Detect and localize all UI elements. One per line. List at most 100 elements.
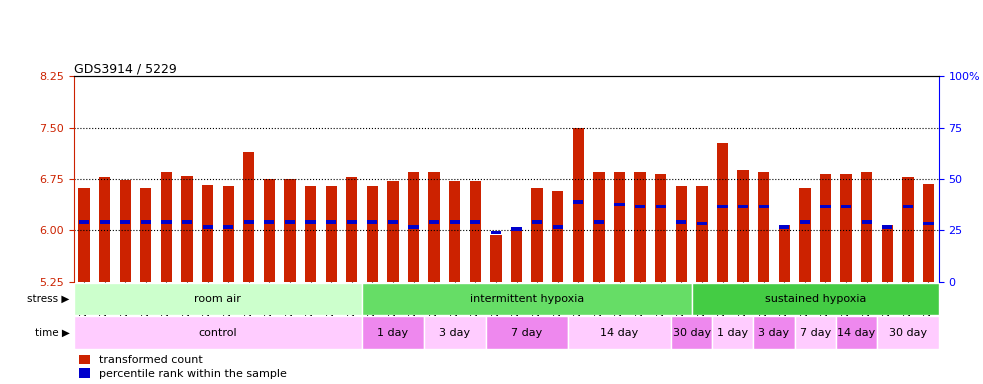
Text: 30 day: 30 day xyxy=(672,328,711,338)
Bar xyxy=(820,174,832,282)
Text: stress ▶: stress ▶ xyxy=(27,294,70,304)
FancyBboxPatch shape xyxy=(74,316,362,349)
Bar xyxy=(141,188,151,282)
Bar xyxy=(573,127,584,282)
Bar xyxy=(511,227,522,282)
Bar xyxy=(737,170,749,282)
Bar xyxy=(532,188,543,282)
Text: 3 day: 3 day xyxy=(439,328,470,338)
Bar xyxy=(388,220,398,224)
FancyBboxPatch shape xyxy=(877,316,939,349)
Bar xyxy=(367,186,378,282)
Bar xyxy=(841,205,851,209)
Bar xyxy=(821,205,831,209)
Bar xyxy=(532,220,543,224)
Bar xyxy=(264,220,274,224)
Bar xyxy=(449,220,460,224)
Bar xyxy=(429,220,439,224)
Bar xyxy=(656,205,665,209)
Bar xyxy=(263,179,275,282)
Text: sustained hypoxia: sustained hypoxia xyxy=(765,294,866,304)
Bar xyxy=(99,177,110,282)
Text: 7 day: 7 day xyxy=(799,328,831,338)
Bar xyxy=(409,225,419,229)
Bar xyxy=(449,181,460,282)
Bar xyxy=(759,205,769,209)
FancyBboxPatch shape xyxy=(692,283,939,316)
Bar xyxy=(511,227,522,231)
Bar xyxy=(861,172,872,282)
Bar xyxy=(470,181,481,282)
Bar xyxy=(429,172,439,282)
Bar xyxy=(491,235,501,282)
FancyBboxPatch shape xyxy=(486,316,568,349)
Bar xyxy=(635,205,645,209)
Bar xyxy=(120,220,131,224)
Bar xyxy=(368,220,377,224)
Bar xyxy=(470,220,481,224)
Bar xyxy=(799,188,811,282)
Bar xyxy=(408,172,419,282)
Bar xyxy=(346,177,358,282)
Bar xyxy=(161,220,171,224)
Bar xyxy=(120,180,131,282)
Bar xyxy=(552,225,563,229)
Text: 7 day: 7 day xyxy=(511,328,543,338)
Bar xyxy=(573,200,584,204)
FancyBboxPatch shape xyxy=(362,316,424,349)
Bar xyxy=(861,220,872,224)
Bar xyxy=(182,220,192,224)
Bar xyxy=(902,205,913,209)
FancyBboxPatch shape xyxy=(568,316,671,349)
Text: 1 day: 1 day xyxy=(718,328,748,338)
Bar xyxy=(347,220,357,224)
Text: room air: room air xyxy=(195,294,242,304)
Bar xyxy=(161,172,172,282)
Bar xyxy=(800,220,810,224)
Bar xyxy=(840,174,851,282)
FancyBboxPatch shape xyxy=(671,316,713,349)
Bar xyxy=(306,220,316,224)
Bar xyxy=(634,172,646,282)
Bar xyxy=(655,174,666,282)
Bar xyxy=(697,222,707,225)
Bar xyxy=(244,220,254,224)
Bar xyxy=(325,186,337,282)
Bar xyxy=(79,188,89,282)
FancyBboxPatch shape xyxy=(794,316,836,349)
FancyBboxPatch shape xyxy=(362,283,692,316)
Bar xyxy=(780,225,789,229)
Text: 3 day: 3 day xyxy=(759,328,789,338)
Text: 30 day: 30 day xyxy=(889,328,927,338)
Bar xyxy=(718,205,727,209)
Bar xyxy=(882,225,893,282)
Bar xyxy=(99,220,110,224)
Bar xyxy=(284,179,296,282)
Bar xyxy=(223,225,233,229)
Bar xyxy=(222,186,234,282)
Legend: transformed count, percentile rank within the sample: transformed count, percentile rank withi… xyxy=(80,354,287,379)
Bar xyxy=(594,172,605,282)
Bar xyxy=(202,185,213,282)
Bar xyxy=(717,143,728,282)
FancyBboxPatch shape xyxy=(424,316,486,349)
Bar xyxy=(613,172,625,282)
FancyBboxPatch shape xyxy=(836,316,877,349)
Bar xyxy=(285,220,295,224)
Text: GDS3914 / 5229: GDS3914 / 5229 xyxy=(74,62,177,75)
Bar xyxy=(923,184,934,282)
FancyBboxPatch shape xyxy=(713,316,753,349)
Bar xyxy=(923,222,934,225)
Bar xyxy=(141,220,151,224)
Bar xyxy=(676,220,686,224)
Bar xyxy=(882,225,893,229)
Bar xyxy=(552,191,563,282)
Bar xyxy=(326,220,336,224)
Bar xyxy=(491,231,501,234)
Bar xyxy=(758,172,770,282)
Bar xyxy=(675,186,687,282)
Text: 14 day: 14 day xyxy=(601,328,639,338)
Bar xyxy=(305,186,317,282)
Bar xyxy=(594,220,604,224)
Text: 14 day: 14 day xyxy=(838,328,876,338)
